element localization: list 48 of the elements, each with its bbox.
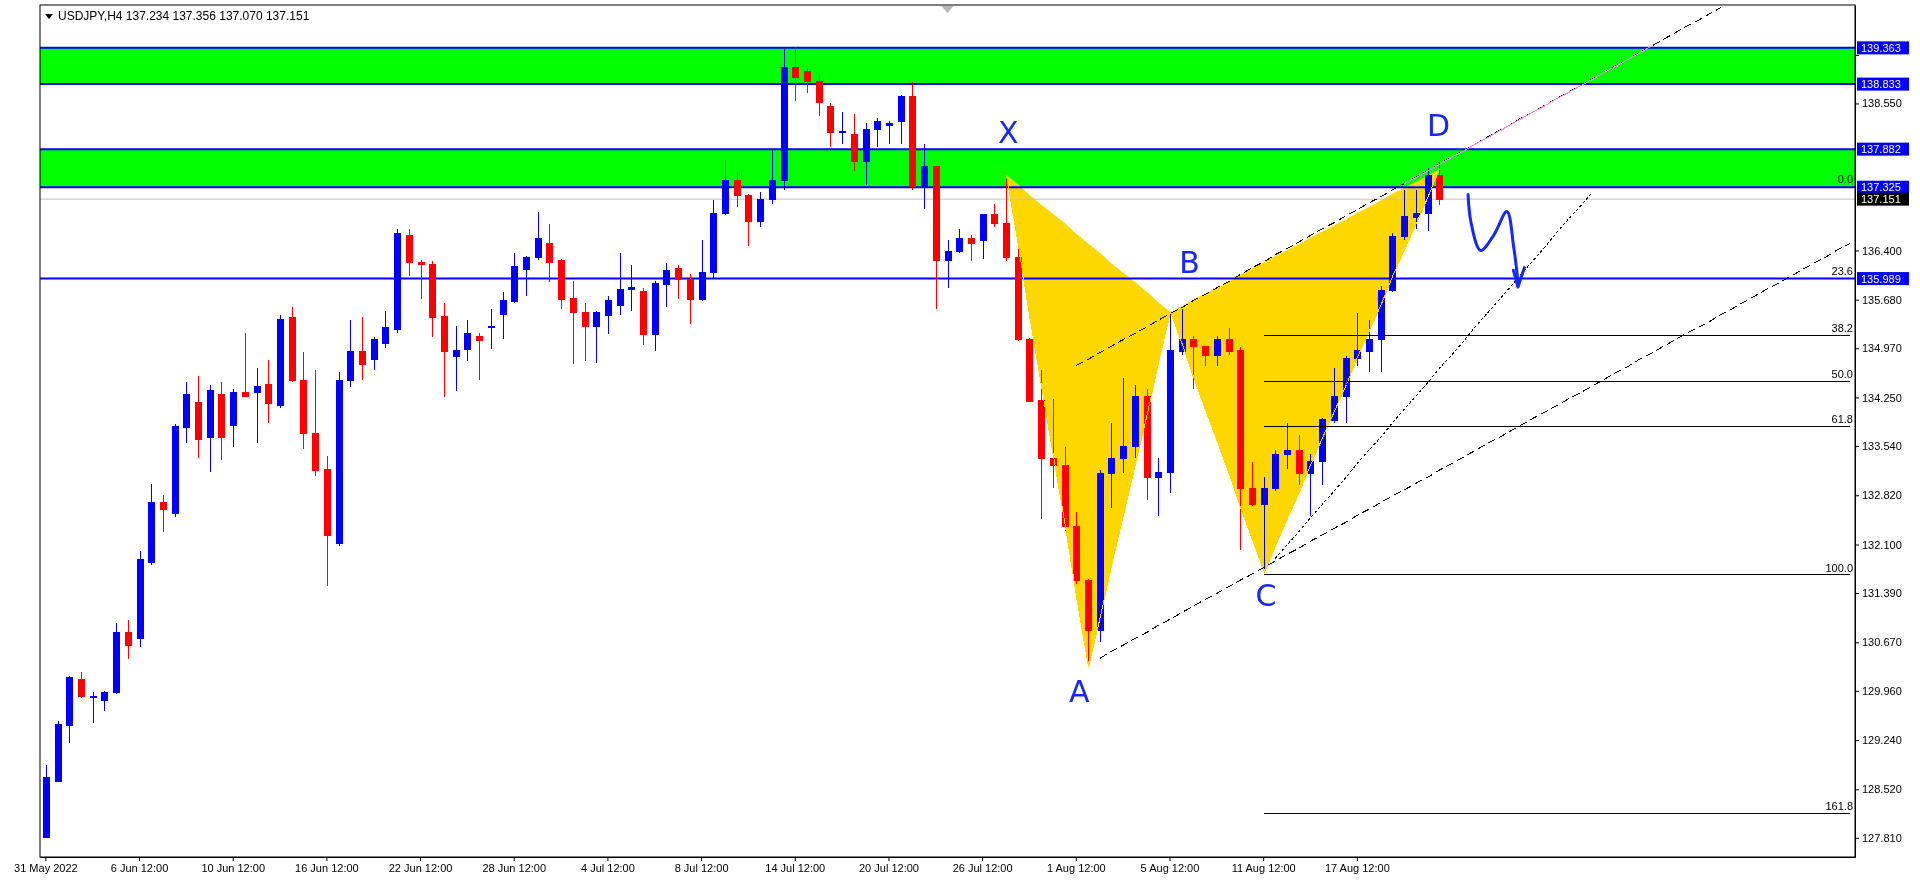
- annotation: 23.6: [1831, 264, 1853, 277]
- legend-label: 161.8: [1825, 800, 1853, 813]
- series-label: 38.2: [1831, 322, 1853, 335]
- x-tick-label: 14 Jul 12:00: [765, 861, 826, 874]
- x-tick-label: 8 Jul 12:00: [674, 861, 729, 874]
- ref-line-label: 137.325: [1861, 181, 1901, 194]
- x-tick-label: 5 Aug 12:00: [1140, 861, 1200, 874]
- x-tick-label: 20 Jul 12:00: [858, 861, 919, 874]
- ref-line-label: 139.363: [1861, 41, 1901, 54]
- series-label: 100.0: [1825, 561, 1853, 574]
- y-tick-label: 127.810: [1862, 831, 1902, 844]
- x-tick-label: 17 Aug 12:00: [1324, 861, 1390, 874]
- x-tick-label: 22 Jun 12:00: [388, 861, 453, 874]
- x-tick-label: 6 Jun 12:00: [110, 861, 169, 874]
- y-tick-label: 133.540: [1862, 440, 1902, 453]
- y-tick-label: 138.550: [1862, 97, 1902, 110]
- chart-title: USDJPY,H4 137.234 137.356 137.070 137.151: [58, 9, 310, 23]
- annotation: D: [1427, 107, 1451, 143]
- x-tick-label: 28 Jun 12:00: [482, 861, 547, 874]
- annotation: X: [998, 114, 1019, 150]
- annotation: C: [1255, 578, 1277, 614]
- y-tick-label: 131.390: [1862, 587, 1902, 600]
- annotation: 0.0: [1837, 173, 1853, 186]
- y-tick-label: 128.520: [1862, 783, 1902, 796]
- y-tick-label: 132.100: [1862, 538, 1902, 551]
- x-tick-label: 10 Jun 12:00: [201, 861, 266, 874]
- series-label: 50.0: [1831, 368, 1853, 381]
- y-tick-label: 129.240: [1862, 734, 1902, 747]
- y-tick-label: 129.960: [1862, 684, 1902, 697]
- x-tick-label: 31 May 2022: [14, 861, 78, 874]
- y-tick-label: 134.970: [1862, 342, 1902, 355]
- annotation: A: [1069, 674, 1090, 710]
- y-tick-label: 130.670: [1862, 636, 1902, 649]
- series-label: 61.8: [1831, 413, 1853, 426]
- ref-line-label: 138.833: [1861, 78, 1901, 91]
- x-tick-label: 11 Aug 12:00: [1231, 861, 1296, 874]
- ref-line-label: 135.989: [1861, 272, 1901, 285]
- x-tick-label: 4 Jul 12:00: [581, 861, 635, 874]
- x-tick-label: 26 Jul 12:00: [952, 861, 1013, 874]
- y-tick-label: 132.820: [1862, 489, 1902, 502]
- ref-line-label: 137.882: [1861, 143, 1901, 156]
- y-tick-label: 136.400: [1862, 244, 1902, 257]
- ref-line-label: 137.151: [1861, 193, 1901, 206]
- annotation: B: [1179, 244, 1200, 280]
- y-tick-label: 135.680: [1862, 293, 1902, 306]
- x-tick-label: 16 Jun 12:00: [295, 861, 359, 874]
- x-tick-label: 1 Aug 12:00: [1046, 861, 1106, 874]
- y-tick-label: 134.250: [1862, 391, 1902, 404]
